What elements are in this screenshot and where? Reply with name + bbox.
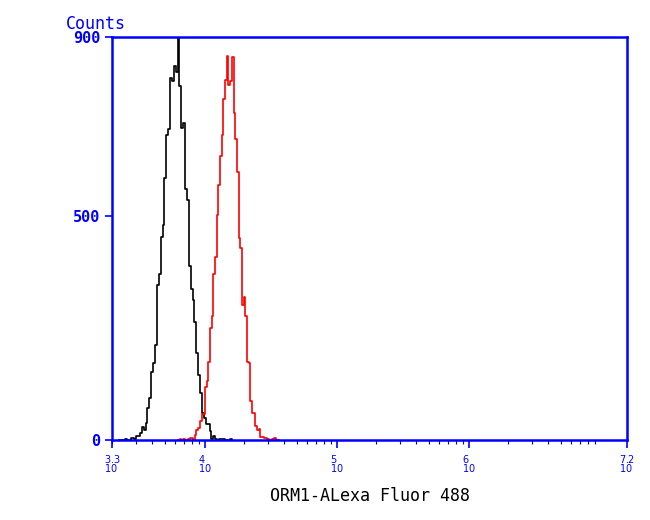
Text: Counts: Counts	[66, 15, 126, 33]
X-axis label: ORM1-ALexa Fluor 488: ORM1-ALexa Fluor 488	[270, 487, 470, 505]
